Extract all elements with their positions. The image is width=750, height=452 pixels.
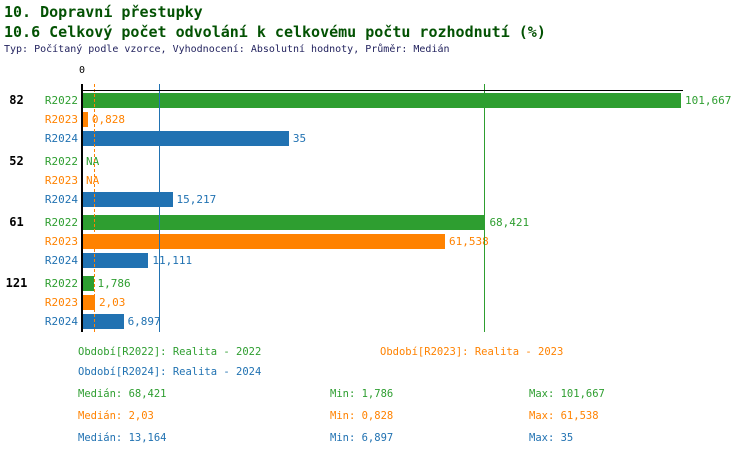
group-label-52: 52	[9, 154, 24, 168]
legend-item-r2023: Období[R2023]: Realita - 2023	[380, 346, 564, 358]
bar-series-label: R2022	[44, 94, 78, 107]
bar-series-label: R2023	[44, 296, 78, 309]
stat-min-r2024: Min: 6,897	[330, 432, 394, 444]
median-line-r2023	[93, 84, 95, 332]
bar-series-label: R2022	[44, 155, 78, 168]
bar-r2023-61	[83, 234, 445, 249]
bar-r2023-121	[83, 295, 95, 310]
bar-series-label: R2022	[44, 216, 78, 229]
x-axis-line	[81, 90, 683, 91]
stat-median-r2023: Medián: 2,03	[78, 410, 154, 422]
page-title: 10. Dopravní přestupky	[4, 3, 203, 21]
bar-r2023-82	[83, 112, 88, 127]
legend-item-r2024: Období[R2024]: Realita - 2024	[78, 366, 262, 378]
bar-value-label: 6,897	[127, 315, 161, 328]
bar-r2022-61	[83, 215, 486, 230]
bar-value-label: 2,03	[98, 296, 126, 309]
bar-r2024-61	[83, 253, 149, 268]
bar-r2024-121	[83, 314, 124, 329]
group-label-121: 121	[5, 276, 28, 290]
bar-series-label: R2023	[44, 235, 78, 248]
bar-value-label: NA	[86, 155, 100, 168]
bar-value-label: 61,538	[448, 235, 489, 248]
legend-item-r2022: Období[R2022]: Realita - 2022	[78, 346, 262, 358]
bar-series-label: R2023	[44, 174, 78, 187]
group-label-61: 61	[9, 215, 24, 229]
y-axis-line	[81, 84, 83, 332]
page-subtitle: 10.6 Celkový počet odvolání k celkovému …	[4, 23, 546, 41]
stat-median-r2024: Medián: 13,164	[78, 432, 167, 444]
stat-min-r2022: Min: 1,786	[330, 388, 394, 400]
bar-series-label: R2022	[44, 277, 78, 290]
axis-zero-tick-label: 0	[78, 65, 86, 76]
bar-series-label: R2024	[44, 132, 78, 145]
bar-series-label: R2024	[44, 254, 78, 267]
bar-value-label: 1,786	[97, 277, 131, 290]
median-line-r2024	[159, 84, 161, 332]
bar-value-label: NA	[86, 174, 100, 187]
group-label-82: 82	[9, 93, 24, 107]
bar-value-label: 0,828	[91, 113, 125, 126]
bar-value-label: 15,217	[176, 193, 217, 206]
bar-series-label: R2024	[44, 193, 78, 206]
bar-value-label: 101,667	[685, 94, 732, 107]
median-line-r2022	[484, 84, 486, 332]
bar-series-label: R2023	[44, 113, 78, 126]
bar-value-label: 11,111	[152, 254, 193, 267]
stat-max-r2024: Max: 35	[529, 432, 574, 444]
bar-r2022-121	[83, 276, 94, 291]
bar-r2024-52	[83, 192, 173, 207]
chart-meta: Typ: Počítaný podle vzorce, Vyhodnocení:…	[4, 44, 450, 55]
stat-max-r2022: Max: 101,667	[529, 388, 605, 400]
bar-value-label: 35	[292, 132, 307, 145]
bar-series-label: R2024	[44, 315, 78, 328]
stat-min-r2023: Min: 0,828	[330, 410, 394, 422]
stat-max-r2023: Max: 61,538	[529, 410, 599, 422]
bar-r2024-82	[83, 131, 289, 146]
bar-value-label: 68,421	[489, 216, 530, 229]
bar-r2022-82	[83, 93, 681, 108]
stat-median-r2022: Medián: 68,421	[78, 388, 167, 400]
